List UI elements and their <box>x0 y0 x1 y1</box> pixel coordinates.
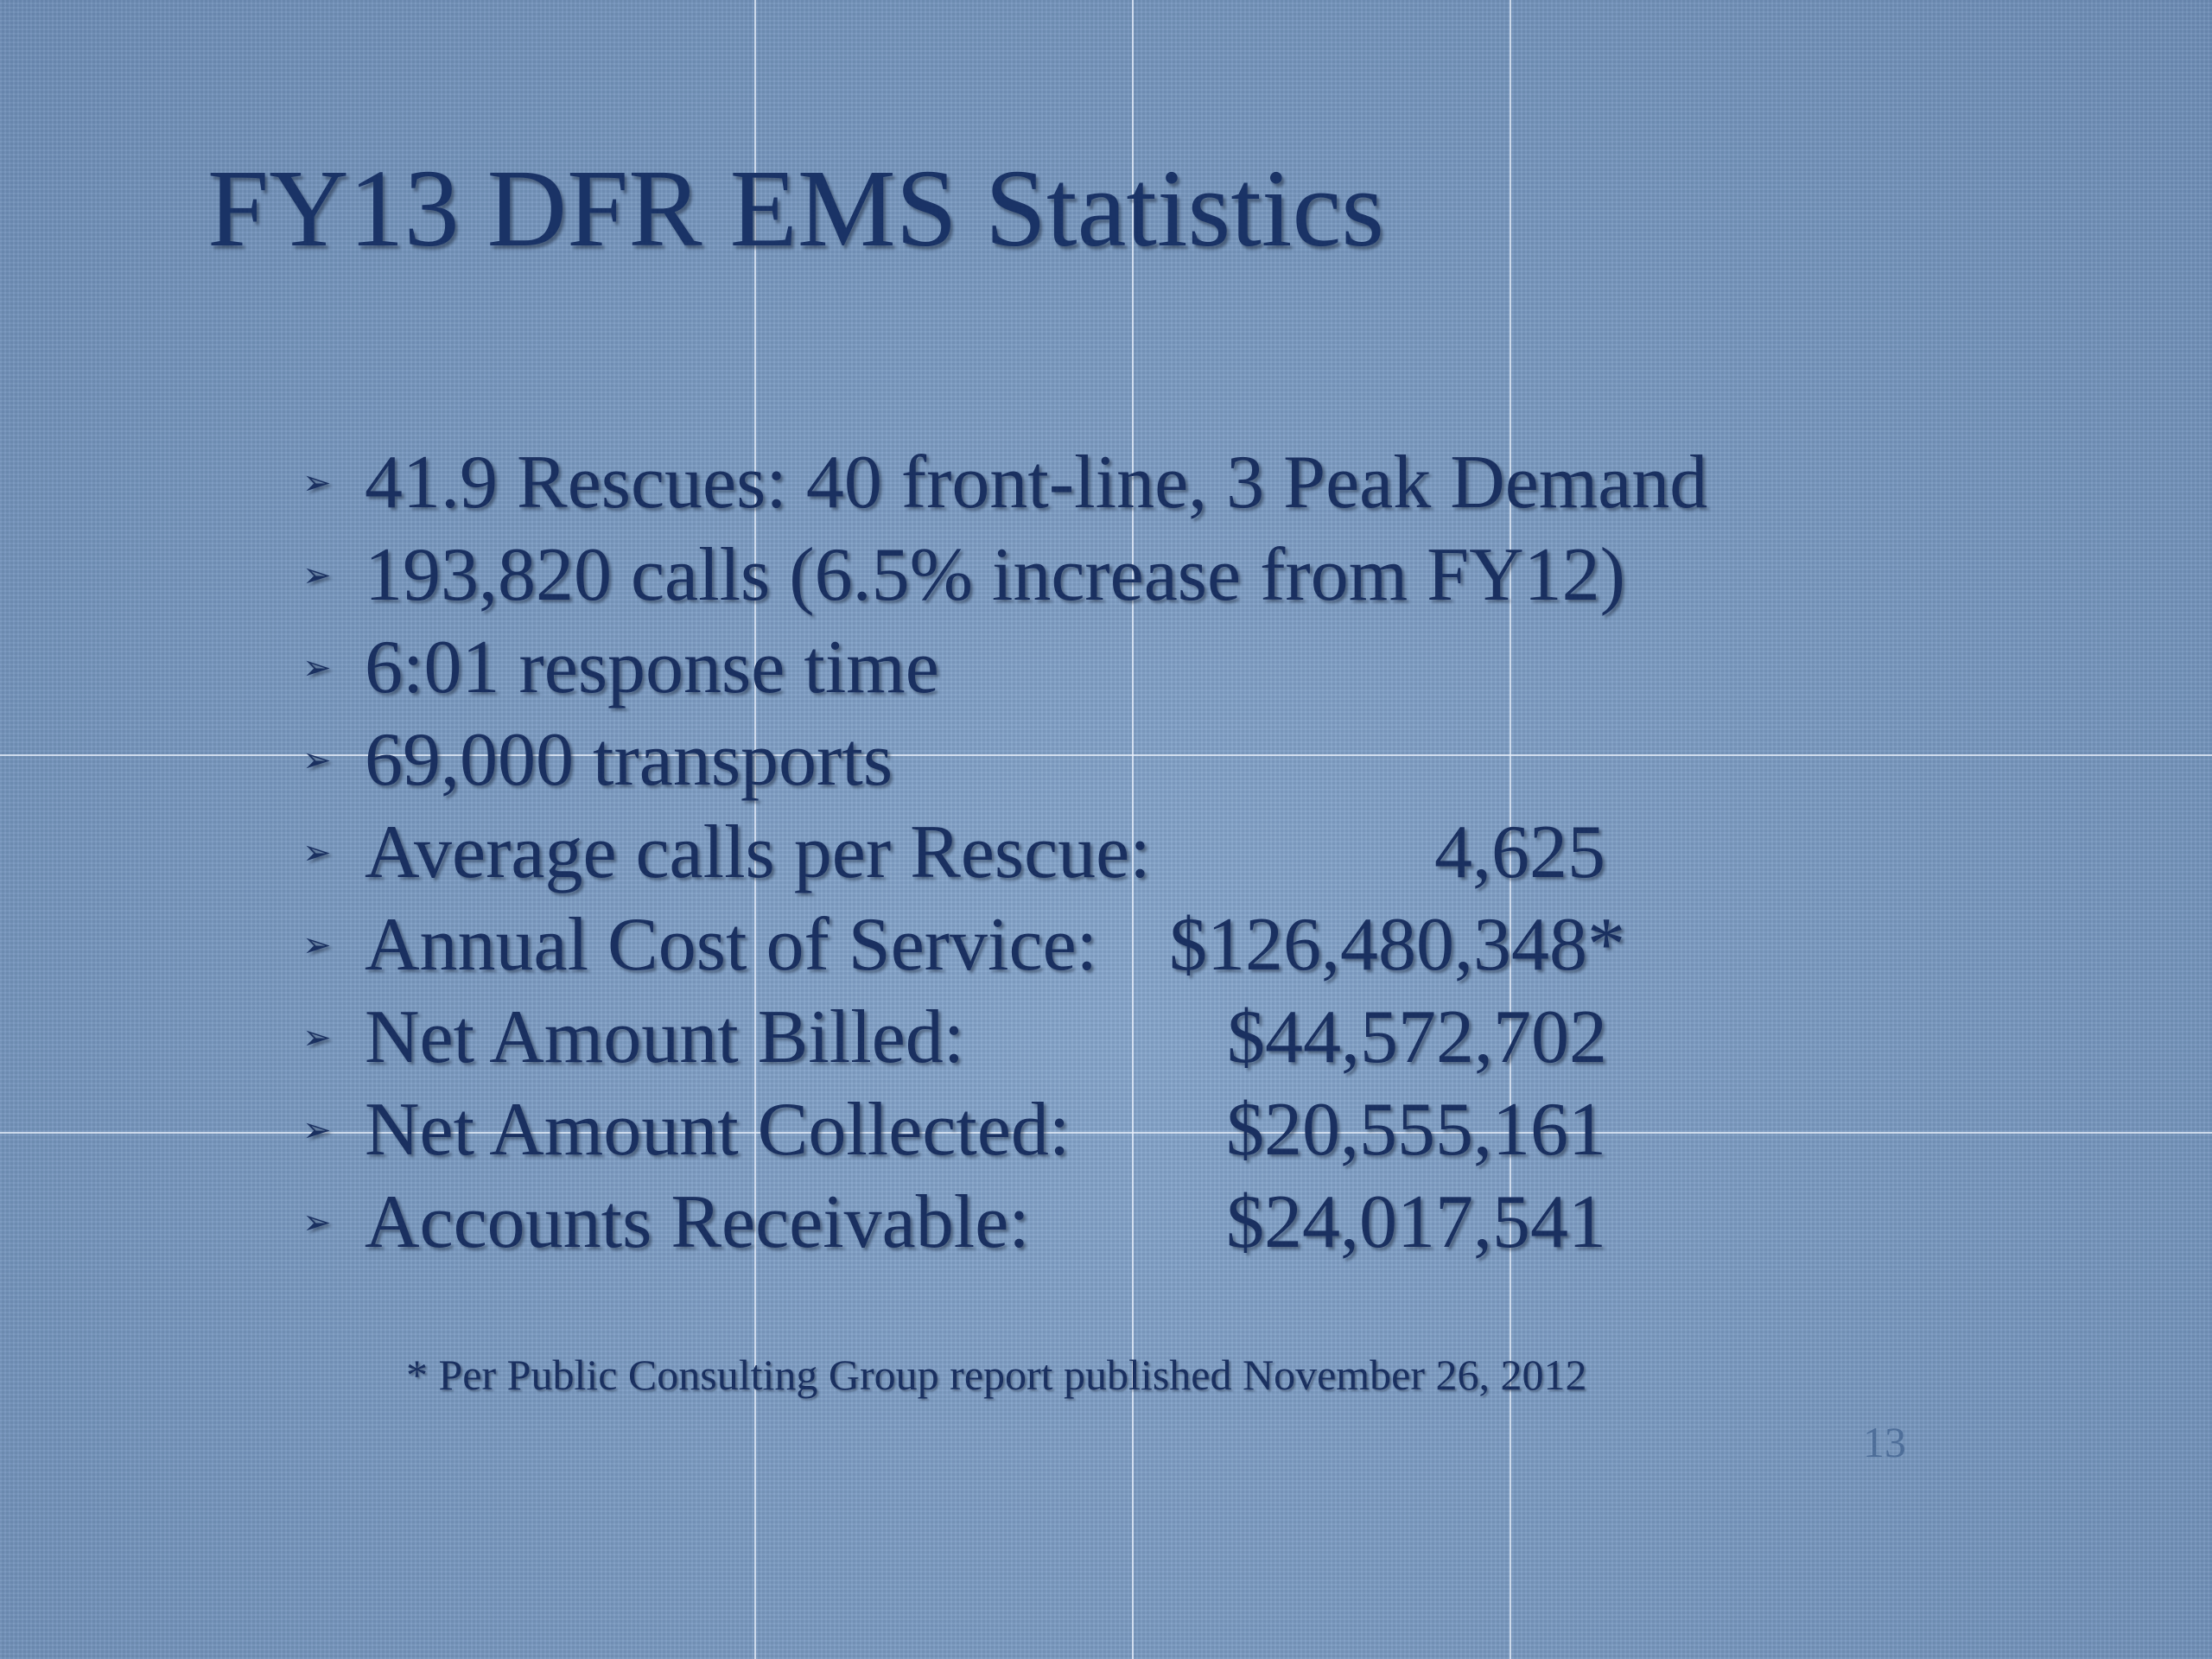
bullet-label: Average calls per Rescue: <box>365 810 1151 894</box>
bullet-item-transports: ➢ 69,000 transports <box>302 714 1858 806</box>
bullet-item-accounts-receivable: ➢ Accounts Receivable: $24,017,541 <box>302 1176 1858 1268</box>
bullet-item-net-billed: ➢ Net Amount Billed: $44,572,702 <box>302 991 1858 1084</box>
bullet-value: $24,017,541 <box>1226 1180 1606 1264</box>
arrow-bullet-icon: ➢ <box>302 833 332 872</box>
arrow-bullet-icon: ➢ <box>302 556 332 594</box>
gridline-vertical <box>1132 0 1134 1659</box>
footnote: * Per Public Consulting Group report pub… <box>406 1351 1587 1399</box>
bullet-value: $126,480,348* <box>1169 903 1625 987</box>
bullet-item-net-collected: ➢ Net Amount Collected: $20,555,161 <box>302 1084 1858 1176</box>
arrow-bullet-icon: ➢ <box>302 925 332 964</box>
bullet-label: 41.9 Rescues: 40 front-line, 3 Peak Dema… <box>365 441 1708 524</box>
arrow-bullet-icon: ➢ <box>302 648 332 687</box>
bullet-value: $20,555,161 <box>1226 1088 1606 1172</box>
bullet-item-annual-cost: ➢ Annual Cost of Service: $126,480,348* <box>302 899 1858 991</box>
arrow-bullet-icon: ➢ <box>302 741 332 779</box>
bullet-label: 193,820 calls (6.5% increase from FY12) <box>365 533 1625 617</box>
slide-title: FY13 DFR EMS Statistics <box>207 147 1385 270</box>
bullet-label: Accounts Receivable: <box>365 1180 1030 1264</box>
arrow-bullet-icon: ➢ <box>302 463 332 502</box>
bullet-label: 6:01 response time <box>365 626 939 709</box>
bullet-value: $44,572,702 <box>1227 995 1607 1079</box>
bullet-item-calls: ➢ 193,820 calls (6.5% increase from FY12… <box>302 529 1858 621</box>
bullet-item-response-time: ➢ 6:01 response time <box>302 621 1858 714</box>
bullet-label: Annual Cost of Service: <box>365 903 1098 987</box>
arrow-bullet-icon: ➢ <box>302 1110 332 1149</box>
bullet-item-average-calls: ➢ Average calls per Rescue: 4,625 <box>302 806 1858 899</box>
gridline-horizontal <box>0 1132 2212 1134</box>
bullet-item-rescues: ➢ 41.9 Rescues: 40 front-line, 3 Peak De… <box>302 436 1858 529</box>
slide-number: 13 <box>1863 1418 1906 1466</box>
bullet-label: 69,000 transports <box>365 718 893 802</box>
gridline-vertical <box>1510 0 1511 1659</box>
arrow-bullet-icon: ➢ <box>302 1203 332 1242</box>
gridline-horizontal <box>0 754 2212 756</box>
bullet-list: ➢ 41.9 Rescues: 40 front-line, 3 Peak De… <box>302 436 1858 1268</box>
bullet-label: Net Amount Billed: <box>365 995 965 1079</box>
bullet-value: 4,625 <box>1434 810 1605 894</box>
arrow-bullet-icon: ➢ <box>302 1018 332 1057</box>
gridline-vertical <box>754 0 756 1659</box>
bullet-label: Net Amount Collected: <box>365 1088 1071 1172</box>
